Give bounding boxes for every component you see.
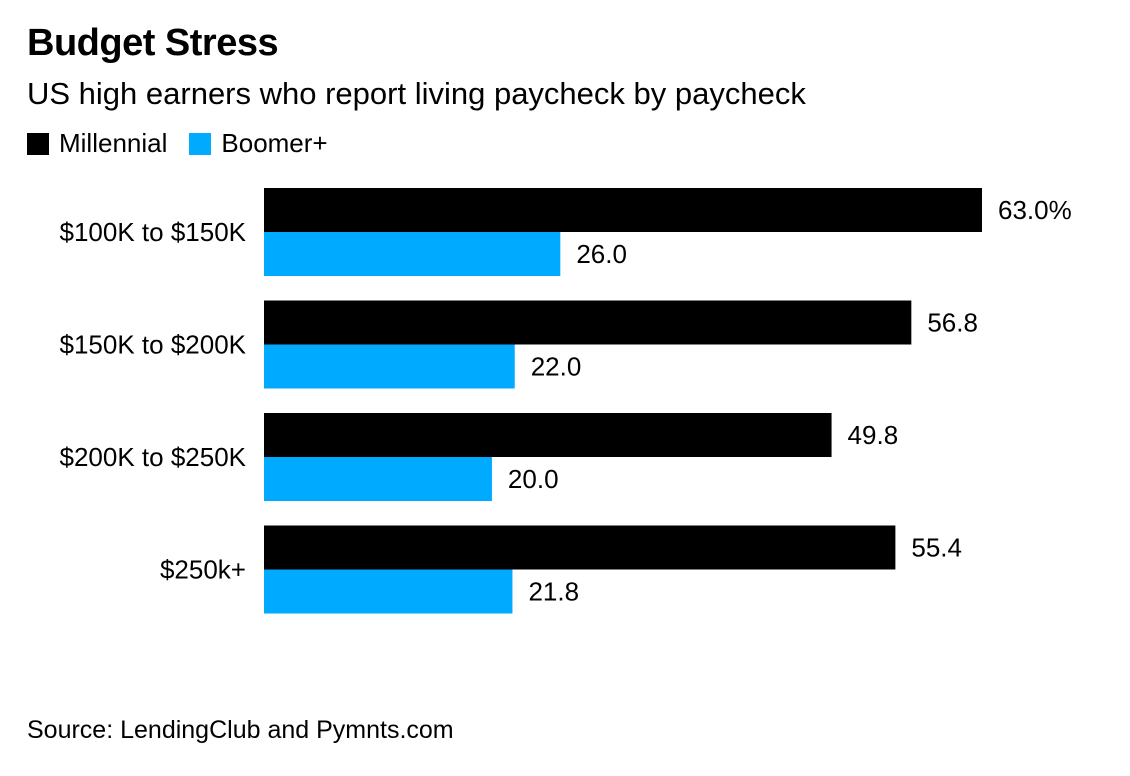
category-label: $150K to $200K (60, 330, 247, 360)
legend-swatch-boomer (189, 132, 212, 155)
category-label: $250k+ (160, 555, 246, 585)
data-label: 26.0 (576, 239, 627, 269)
source-note: Source: LendingClub and Pymnts.com (27, 716, 454, 744)
bar-chart: $100K to $150K 63.0% 26.0 $150K to $200K 56.… (60, 188, 1072, 614)
bar-millennial (264, 525, 896, 570)
category-label: $200K to $250K (60, 442, 247, 472)
legend-label-boomer: Boomer+ (221, 128, 328, 158)
legend-item-millennial: Millennial (27, 128, 167, 159)
chart-subtitle: US high earners who report living payche… (27, 76, 806, 111)
legend-label-millennial: Millennial (59, 128, 168, 158)
data-label: 20.0 (508, 464, 559, 494)
bar-millennial (264, 413, 832, 457)
bar-boomer (264, 457, 492, 501)
data-label: 21.8 (528, 577, 579, 607)
bar-boomer (264, 344, 515, 389)
bar-millennial (264, 300, 912, 345)
data-label: 22.0 (531, 352, 582, 382)
chart-title: Budget Stress (27, 22, 279, 64)
legend-swatch-millennial (27, 132, 49, 155)
bar-boomer (264, 569, 513, 614)
data-label: 55.4 (911, 533, 962, 563)
category-label: $100K to $150K (60, 217, 247, 247)
data-label: 63.0% (998, 195, 1072, 225)
legend: Millennial Boomer+ (27, 128, 350, 159)
bar-boomer (264, 232, 561, 276)
bar-millennial (264, 188, 982, 232)
data-label: 56.8 (927, 308, 978, 338)
data-label: 49.8 (848, 420, 899, 450)
legend-item-boomer: Boomer+ (189, 128, 328, 159)
